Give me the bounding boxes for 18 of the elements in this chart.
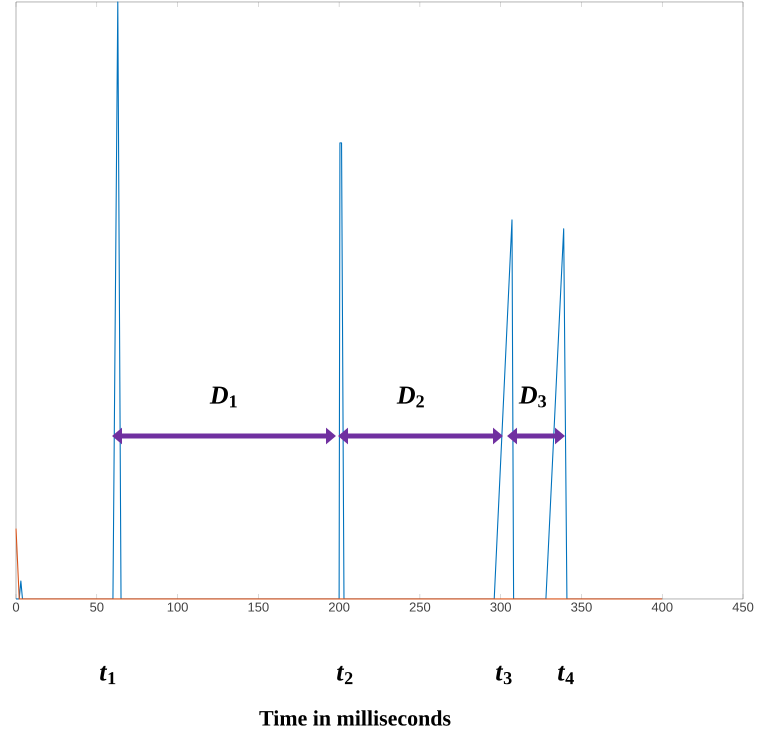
x-tick-label: 200 <box>328 602 350 612</box>
x-tick-label: 350 <box>571 602 592 612</box>
x-tick-label: 300 <box>490 602 511 612</box>
x-tick-label: 50 <box>90 602 104 612</box>
text: t$_{1}$ <box>100 666 116 684</box>
text: t$_{2}$ <box>337 666 352 684</box>
x-tick-label: 0 <box>12 602 20 612</box>
annotation: D$_{3}$ <box>518 386 546 408</box>
x-tick-label: 450 <box>732 602 754 612</box>
text: t$_{4}$ <box>558 666 574 684</box>
text: t$_{3}$ <box>496 666 512 684</box>
x-tick-label: 100 <box>168 602 188 612</box>
x-axis-title: Time in milliseconds <box>259 710 450 726</box>
x-tick-label: 250 <box>410 602 430 612</box>
x-tick-label: 150 <box>248 602 269 612</box>
annotation: D$_{1}$ <box>210 386 237 408</box>
x-tick-label: 400 <box>652 602 673 612</box>
annotation: D$_{2}$ <box>396 386 424 408</box>
